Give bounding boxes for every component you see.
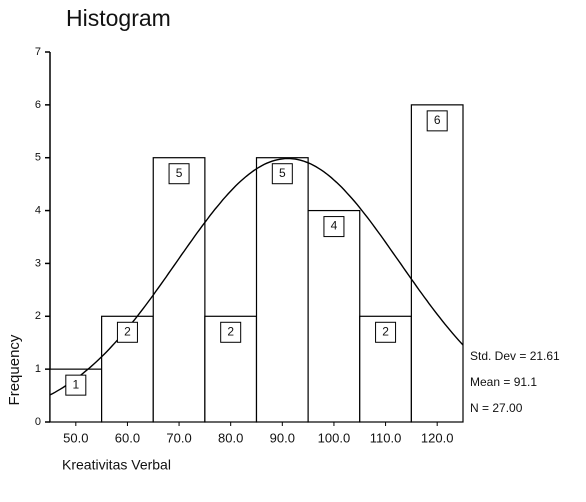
stat-std-dev: Std. Dev = 21.61 xyxy=(470,349,560,363)
value-label: 1 xyxy=(72,377,79,391)
x-tick-label: 120.0 xyxy=(421,430,454,445)
value-label-box xyxy=(375,321,397,343)
x-axis-label: Kreativitas Verbal xyxy=(62,457,171,473)
y-tick-label: 7 xyxy=(35,46,41,58)
bar xyxy=(255,157,309,423)
bar xyxy=(152,157,206,423)
x-tick-label: 100.0 xyxy=(318,430,351,445)
value-label: 2 xyxy=(382,324,389,338)
value-label-box xyxy=(168,163,190,185)
value-label: 5 xyxy=(176,166,183,180)
y-tick-label: 6 xyxy=(35,99,41,111)
chart-title: Histogram xyxy=(66,5,171,31)
x-tick-label: 50.0 xyxy=(63,430,88,445)
value-label: 2 xyxy=(124,324,131,338)
value-label-box xyxy=(116,321,138,343)
value-label: 2 xyxy=(227,324,234,338)
x-tick-label: 90.0 xyxy=(270,430,295,445)
value-label-box xyxy=(271,163,293,185)
y-axis-label: Frequency xyxy=(6,334,23,405)
value-label-box xyxy=(323,216,345,238)
x-tick-label: 80.0 xyxy=(218,430,243,445)
y-tick-label: 1 xyxy=(35,363,41,375)
x-tick-label: 60.0 xyxy=(115,430,140,445)
y-tick-label: 5 xyxy=(35,152,41,164)
bar xyxy=(307,209,361,423)
y-tick-label: 2 xyxy=(35,310,41,322)
value-label: 5 xyxy=(279,166,286,180)
value-label-box xyxy=(65,374,87,396)
y-tick-label: 4 xyxy=(35,204,41,216)
value-label: 4 xyxy=(331,219,338,233)
value-label-box xyxy=(426,110,448,132)
bar xyxy=(410,104,464,423)
x-tick-label: 70.0 xyxy=(166,430,191,445)
y-tick-label: 0 xyxy=(35,416,41,428)
x-tick-label: 110.0 xyxy=(370,430,402,445)
stat-n: N = 27.00 xyxy=(470,401,523,415)
y-tick-label: 3 xyxy=(35,257,41,269)
value-label: 6 xyxy=(434,113,441,127)
value-label-box xyxy=(220,321,242,343)
stat-mean: Mean = 91.1 xyxy=(470,375,537,389)
